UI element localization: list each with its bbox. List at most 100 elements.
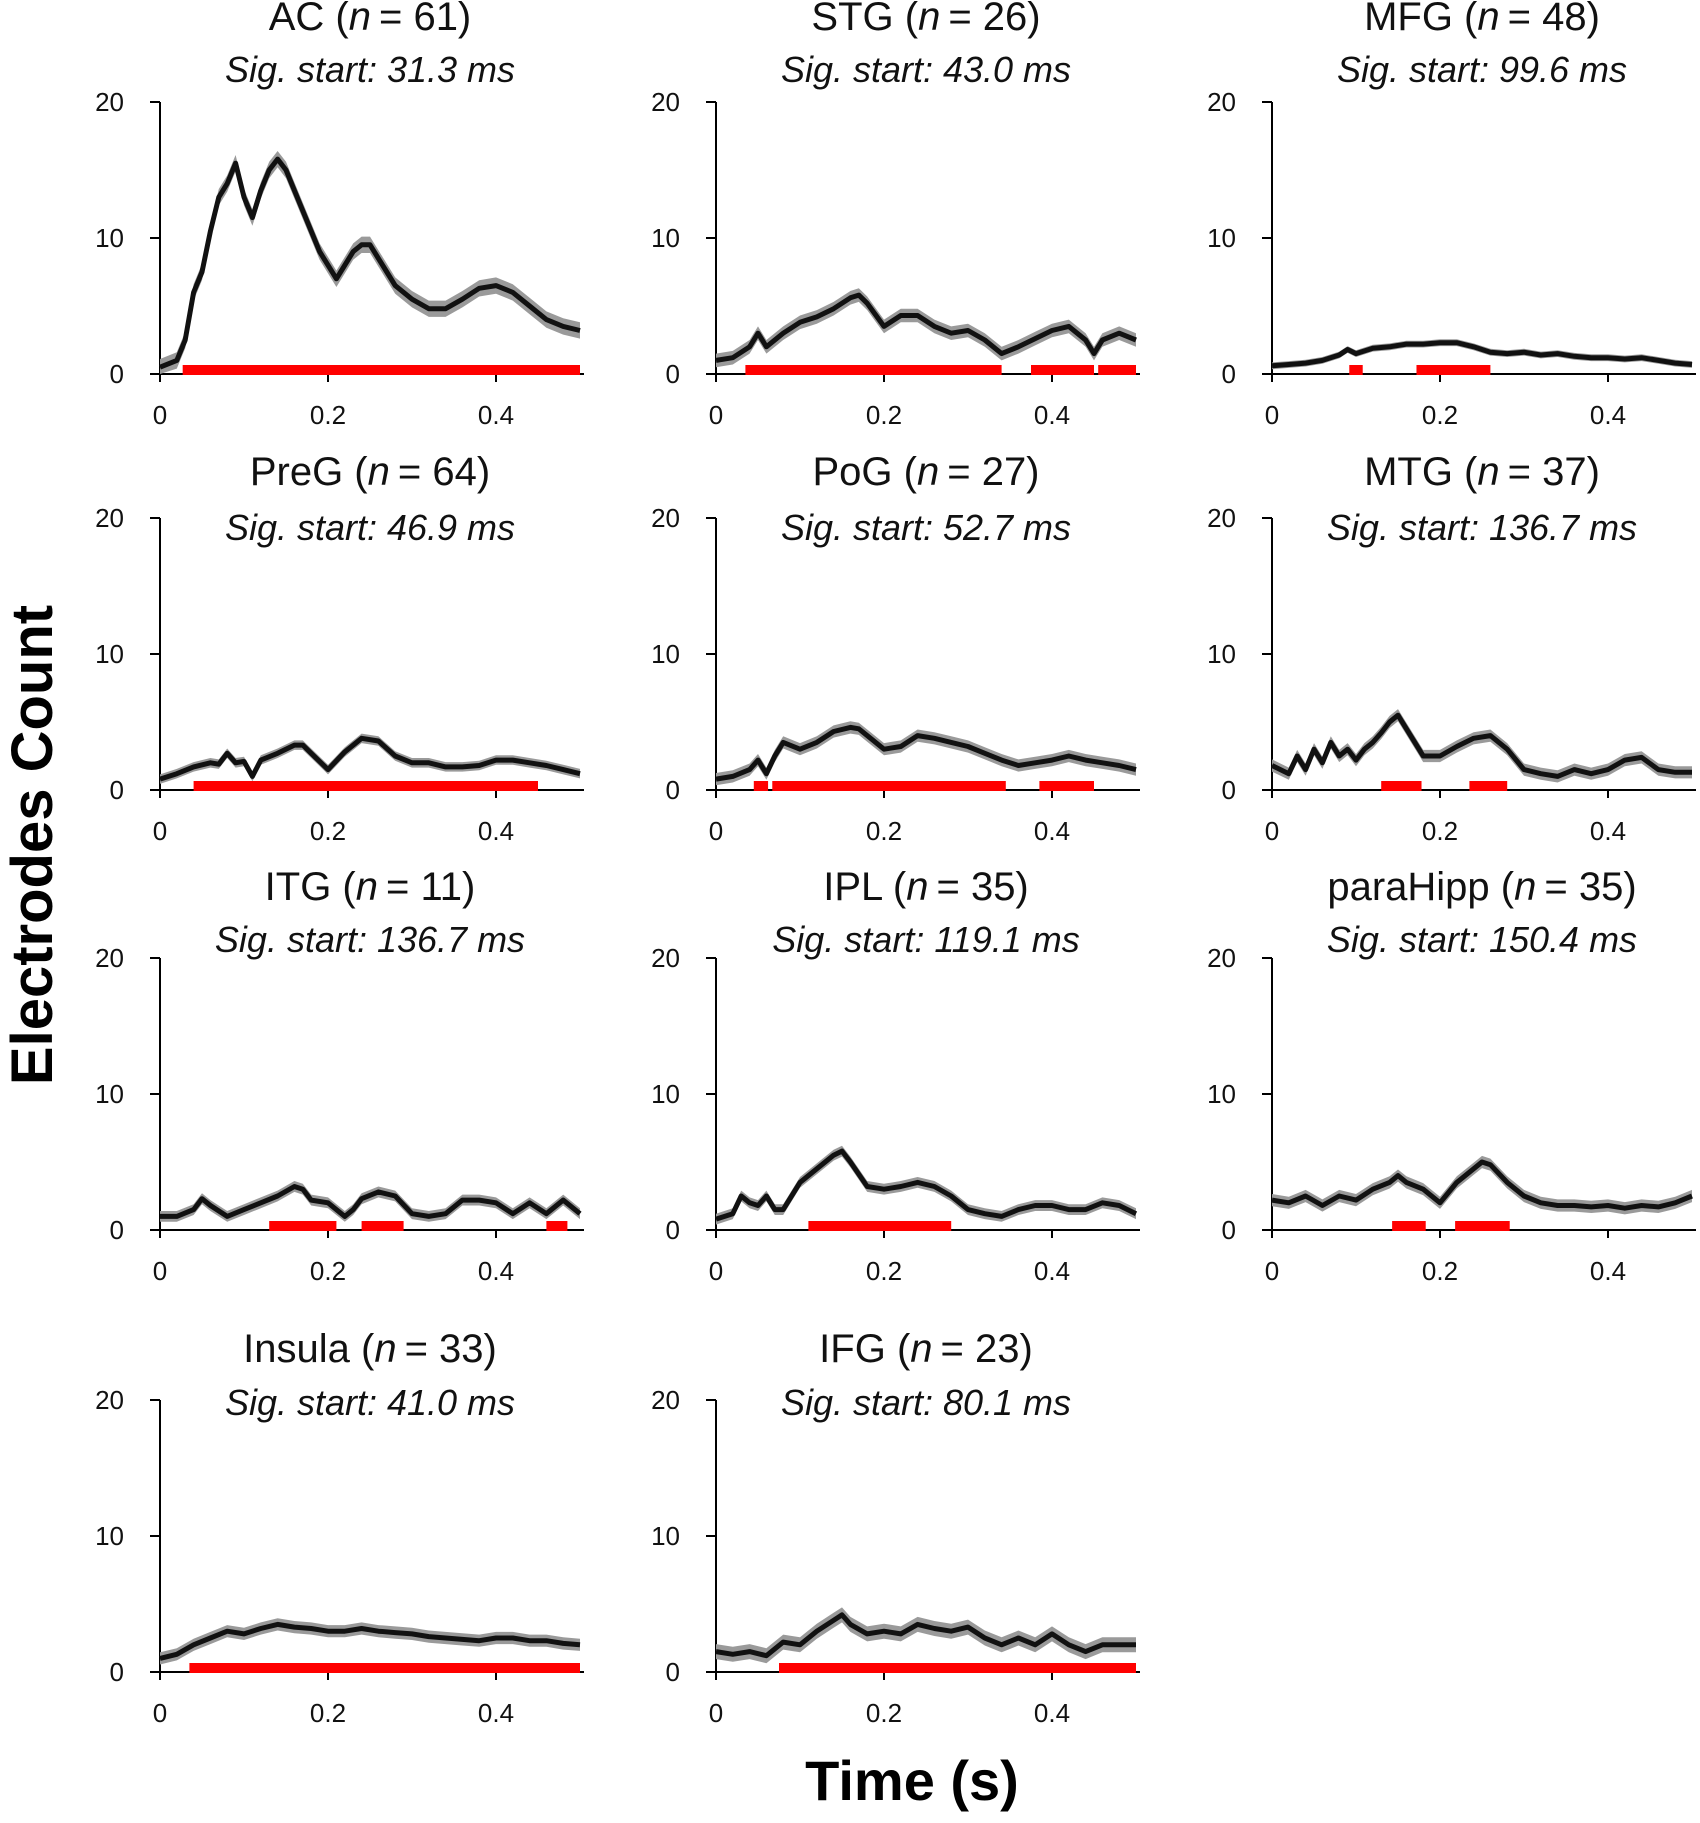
confidence-band bbox=[716, 288, 1136, 368]
significance-bar bbox=[189, 1663, 580, 1673]
panel-insula: Insula (n = 33) Sig. start: 41.0 ms 0 10 20 0 0… bbox=[95, 1327, 584, 1728]
series-line bbox=[715, 292, 1137, 363]
y-tick-label: 0 bbox=[1222, 775, 1236, 805]
series-line bbox=[715, 1148, 1138, 1222]
significance-bar bbox=[1381, 781, 1422, 791]
y-tick-label: 20 bbox=[651, 943, 680, 973]
x-tick-label: 0.4 bbox=[478, 1256, 514, 1286]
x-tick-label: 0.4 bbox=[1034, 1698, 1070, 1728]
x-tick-label: 0 bbox=[153, 400, 167, 430]
y-tick-label: 0 bbox=[666, 1215, 680, 1245]
panel-subtitle: Sig. start: 41.0 ms bbox=[225, 1382, 515, 1423]
panel-preg: PreG (n = 64) Sig. start: 46.9 ms 0 10 20 0 0.2… bbox=[95, 450, 584, 846]
panel-title-n: n bbox=[349, 0, 371, 39]
x-tick-label: 0.4 bbox=[478, 1698, 514, 1728]
y-tick-label: 0 bbox=[666, 359, 680, 389]
y-tick-label: 0 bbox=[110, 1657, 124, 1687]
panel-title-count: = 48) bbox=[1508, 0, 1600, 39]
panel-title-count: = 26) bbox=[948, 0, 1040, 39]
x-tick-label: 0.4 bbox=[1590, 1256, 1626, 1286]
panel-subtitle: Sig. start: 80.1 ms bbox=[781, 1382, 1071, 1423]
panel-ifg: IFG (n = 23) Sig. start: 80.1 ms 0 10 20 0 0.2 0… bbox=[651, 1327, 1140, 1728]
panel-title-count: = 61) bbox=[379, 0, 471, 39]
confidence-band bbox=[716, 1607, 1136, 1664]
x-tick-label: 0 bbox=[153, 816, 167, 846]
x-tick-label: 0.2 bbox=[310, 1698, 346, 1728]
panel-mtg: MTG (n = 37) Sig. start: 136.7 ms 0 10 20 0 0.2… bbox=[1207, 450, 1696, 846]
panel-title-n: n bbox=[368, 450, 390, 494]
x-tick-label: 0 bbox=[709, 400, 723, 430]
x-tick-label: 0.2 bbox=[866, 1698, 902, 1728]
significance-bar bbox=[361, 1221, 404, 1231]
panel-subtitle: Sig. start: 46.9 ms bbox=[225, 507, 515, 548]
panel-subtitle: Sig. start: 150.4 ms bbox=[1327, 919, 1637, 960]
y-tick-label: 20 bbox=[651, 503, 680, 533]
panel-title-count: = 23) bbox=[941, 1327, 1033, 1371]
panel-pog: PoG (n = 27) Sig. start: 52.7 ms 0 10 20 0 0.2 0… bbox=[651, 450, 1140, 846]
panel-title-region: IFG ( bbox=[819, 1327, 911, 1371]
panel-title-region: AC ( bbox=[269, 0, 350, 39]
y-tick-label: 10 bbox=[651, 639, 680, 669]
significance-bar bbox=[808, 1221, 952, 1231]
panel-title-count: = 37) bbox=[1508, 450, 1600, 494]
series-line bbox=[159, 156, 581, 370]
x-tick-label: 0.2 bbox=[310, 1256, 346, 1286]
panel-title-n: n bbox=[1477, 0, 1499, 39]
series-line bbox=[1271, 340, 1693, 369]
y-tick-label: 20 bbox=[651, 87, 680, 117]
y-tick-label: 0 bbox=[110, 775, 124, 805]
panel-title: ITG (n = 11) bbox=[265, 865, 476, 909]
series-line bbox=[1271, 1159, 1693, 1211]
panel-title-region: MTG ( bbox=[1364, 450, 1478, 494]
x-tick-label: 0.4 bbox=[1034, 1256, 1070, 1286]
panel-title-region: Insula ( bbox=[243, 1327, 375, 1371]
series-line bbox=[160, 1184, 582, 1219]
significance-bar bbox=[546, 1221, 568, 1231]
panel-title: MTG (n = 37) bbox=[1364, 450, 1600, 494]
x-tick-label: 0.4 bbox=[478, 400, 514, 430]
panel-title-count: = 64) bbox=[398, 450, 490, 494]
x-tick-label: 0 bbox=[153, 1256, 167, 1286]
y-tick-label: 20 bbox=[95, 943, 124, 973]
panel-subtitle: Sig. start: 52.7 ms bbox=[781, 507, 1071, 548]
panel-title-count: = 11) bbox=[386, 865, 475, 909]
x-tick-label: 0.2 bbox=[310, 816, 346, 846]
y-tick-label: 20 bbox=[1207, 87, 1236, 117]
series-line bbox=[715, 724, 1137, 782]
panel-title-n: n bbox=[374, 1327, 396, 1371]
x-tick-label: 0.4 bbox=[478, 816, 514, 846]
x-axis-label: Time (s) bbox=[805, 1749, 1019, 1812]
panel-title-region: PoG ( bbox=[812, 450, 917, 494]
significance-bar bbox=[1349, 365, 1363, 375]
x-tick-label: 0 bbox=[709, 1256, 723, 1286]
panel-title-n: n bbox=[1514, 865, 1536, 909]
confidence-band bbox=[160, 151, 580, 374]
series-line bbox=[159, 735, 581, 782]
y-tick-label: 10 bbox=[95, 1079, 124, 1109]
y-tick-label: 0 bbox=[110, 1215, 124, 1245]
significance-bar bbox=[1098, 365, 1136, 375]
significance-bar bbox=[1039, 781, 1094, 791]
x-tick-label: 0 bbox=[153, 1698, 167, 1728]
y-tick-label: 20 bbox=[95, 503, 124, 533]
y-tick-label: 20 bbox=[1207, 943, 1236, 973]
x-tick-label: 0.4 bbox=[1034, 400, 1070, 430]
panel-ipl: IPL (n = 35) Sig. start: 119.1 ms 0 10 20 0 0.2… bbox=[651, 865, 1140, 1286]
panel-title: AC (n = 61) bbox=[269, 0, 472, 39]
y-tick-label: 20 bbox=[95, 1385, 124, 1415]
x-tick-label: 0.4 bbox=[1034, 816, 1070, 846]
y-axis-label: Electrodes Count bbox=[0, 605, 65, 1085]
panel-itg: ITG (n = 11) Sig. start: 136.7 ms 0 10 20 0 0.2… bbox=[95, 865, 584, 1286]
significance-bar bbox=[779, 1663, 1136, 1673]
x-tick-label: 0.2 bbox=[866, 400, 902, 430]
panel-title-region: PreG ( bbox=[250, 450, 368, 494]
panel-title-n: n bbox=[1477, 450, 1499, 494]
x-tick-label: 0.2 bbox=[1422, 1256, 1458, 1286]
significance-bar bbox=[753, 781, 769, 791]
significance-bar bbox=[1392, 1221, 1426, 1231]
series-line bbox=[1270, 712, 1692, 779]
significance-bar bbox=[1469, 781, 1508, 791]
panel-title-region: MFG ( bbox=[1364, 0, 1478, 39]
x-tick-label: 0.4 bbox=[1590, 816, 1626, 846]
